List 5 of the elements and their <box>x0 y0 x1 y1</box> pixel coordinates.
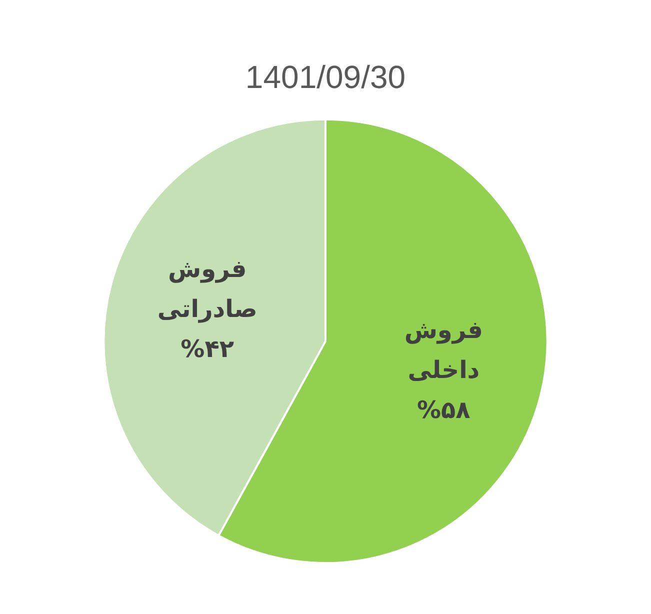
slice-label: فروش صادراتی <box>157 255 258 324</box>
slice-label: فروش داخلی <box>404 316 483 384</box>
data-label: %۵۸ <box>416 396 471 424</box>
chart-title: 1401/09/30 <box>245 59 406 96</box>
data-label: %۴۲ <box>180 335 234 364</box>
